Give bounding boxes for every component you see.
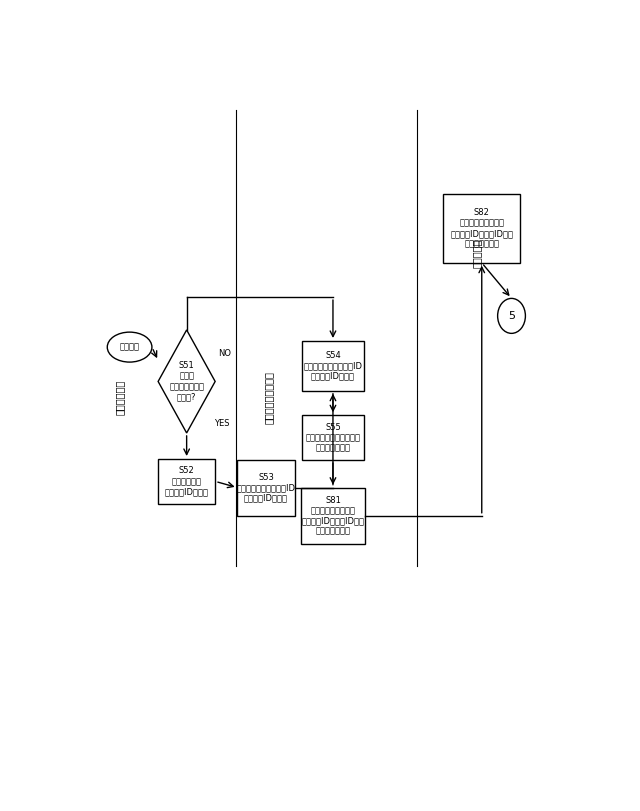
Text: NO: NO (218, 349, 230, 358)
Text: S82
特定したグループの
ビーコンID、端末ID及び
グループを取得: S82 特定したグループの ビーコンID、端末ID及び グループを取得 (451, 208, 513, 248)
Text: 携帯端末装置: 携帯端末装置 (115, 380, 125, 414)
Text: 5: 5 (508, 311, 515, 321)
Text: S55
ー又は複数のビーコンの
グループを特定: S55 ー又は複数のビーコンの グループを特定 (305, 423, 360, 453)
Text: S51
ー又は
複数の無線信号
を受信?: S51 ー又は 複数の無線信号 を受信? (169, 362, 204, 401)
Text: S54
ー又は複数のビーコンID
及び端末IDを取得: S54 ー又は複数のビーコンID 及び端末IDを取得 (303, 351, 362, 380)
Text: サーバ装置: サーバ装置 (472, 238, 482, 268)
Text: S52
ー又は複数の
ビーコンIDを取得: S52 ー又は複数の ビーコンIDを取得 (164, 466, 209, 496)
Text: YES: YES (214, 419, 229, 428)
Text: S53
ー又は複数のビーコンID
及び端末IDを出力: S53 ー又は複数のビーコンID 及び端末IDを出力 (237, 473, 296, 503)
Text: コンテンツ出力装置: コンテンツ出力装置 (264, 371, 273, 423)
Text: S81
特定したグループの
ビーコンID、端末ID及び
グループを出力: S81 特定したグループの ビーコンID、端末ID及び グループを出力 (301, 496, 364, 536)
Text: スタート: スタート (120, 342, 140, 352)
